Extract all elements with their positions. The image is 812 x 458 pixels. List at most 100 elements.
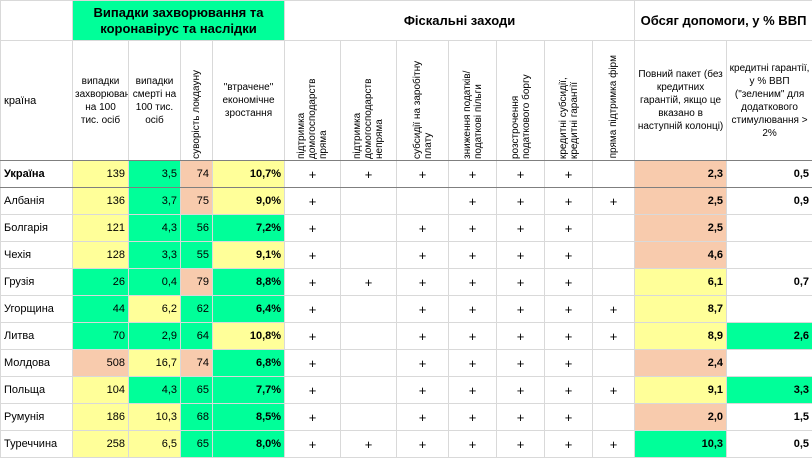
cell-country: Албанія (1, 188, 73, 215)
header-fiscal-2: підтримка домогосподарств непряма (352, 49, 385, 159)
cell-fiscal-7: + (593, 296, 635, 323)
cell-fiscal-5: + (497, 188, 545, 215)
cell-fiscal-6: + (545, 188, 593, 215)
header-lost-growth: "втрачене" економічне зростання (213, 41, 285, 161)
cell-lockdown: 64 (181, 323, 213, 350)
cell-credit-guarantees: 0,5 (727, 431, 812, 458)
cell-lost-growth: 8,8% (213, 269, 285, 296)
cell-fiscal-4: + (449, 242, 497, 269)
cell-credit-guarantees: 0,7 (727, 269, 812, 296)
cell-fiscal-7: + (593, 188, 635, 215)
cell-lockdown: 79 (181, 269, 213, 296)
cell-fiscal-1: + (285, 377, 341, 404)
cell-lockdown: 62 (181, 296, 213, 323)
cell-fiscal-2 (341, 188, 397, 215)
cell-fiscal-3: + (397, 242, 449, 269)
cell-fiscal-1: + (285, 296, 341, 323)
cell-deaths: 3,3 (129, 242, 181, 269)
cell-fiscal-1: + (285, 431, 341, 458)
cell-fiscal-6: + (545, 242, 593, 269)
header-fiscal-1: підтримка домогосподарств пряма (296, 49, 329, 159)
cell-lost-growth: 10,8% (213, 323, 285, 350)
cell-fiscal-3: + (397, 431, 449, 458)
cell-fiscal-5: + (497, 161, 545, 188)
cell-fiscal-7 (593, 242, 635, 269)
cell-fiscal-1: + (285, 350, 341, 377)
cell-country: Молдова (1, 350, 73, 377)
cell-fiscal-4: + (449, 296, 497, 323)
cell-total-package: 10,3 (635, 431, 727, 458)
cell-deaths: 6,2 (129, 296, 181, 323)
cell-total-package: 9,1 (635, 377, 727, 404)
cell-fiscal-6: + (545, 161, 593, 188)
cell-total-package: 2,5 (635, 188, 727, 215)
header-country: країна (1, 41, 73, 161)
header-fiscal-5: розстрочення податкового боргу (510, 49, 532, 159)
cell-lost-growth: 8,0% (213, 431, 285, 458)
cell-fiscal-1: + (285, 323, 341, 350)
cell-credit-guarantees: 3,3 (727, 377, 812, 404)
cell-lockdown: 65 (181, 431, 213, 458)
cell-fiscal-7 (593, 350, 635, 377)
cell-fiscal-5: + (497, 215, 545, 242)
cell-total-package: 4,6 (635, 242, 727, 269)
cell-fiscal-2: + (341, 431, 397, 458)
cell-credit-guarantees: 0,5 (727, 161, 812, 188)
cell-country: Румунія (1, 404, 73, 431)
cell-fiscal-4: + (449, 377, 497, 404)
cell-lost-growth: 9,1% (213, 242, 285, 269)
cell-fiscal-1: + (285, 161, 341, 188)
cell-fiscal-6: + (545, 269, 593, 296)
cell-lost-growth: 10,7% (213, 161, 285, 188)
header-fiscal-4: зниження податків/ податкові пільги (462, 49, 484, 159)
cell-fiscal-3: + (397, 215, 449, 242)
cell-fiscal-7 (593, 161, 635, 188)
cell-fiscal-3: + (397, 323, 449, 350)
cell-fiscal-4: + (449, 431, 497, 458)
cell-country: Угорщина (1, 296, 73, 323)
cell-fiscal-5: + (497, 269, 545, 296)
cell-fiscal-6: + (545, 323, 593, 350)
cell-cases: 70 (73, 323, 129, 350)
cell-fiscal-3: + (397, 377, 449, 404)
cell-lost-growth: 8,5% (213, 404, 285, 431)
cell-fiscal-2 (341, 377, 397, 404)
header-total-package: Повний пакет (без кредитних гарантій, як… (635, 41, 727, 161)
header-deaths: випадки смерті на 100 тис. осіб (129, 41, 181, 161)
cell-lockdown: 68 (181, 404, 213, 431)
header-cases: випадки захворювання на 100 тис. осіб (73, 41, 129, 161)
cell-lockdown: 55 (181, 242, 213, 269)
cell-fiscal-1: + (285, 242, 341, 269)
cell-total-package: 2,3 (635, 161, 727, 188)
cell-fiscal-1: + (285, 215, 341, 242)
cell-fiscal-5: + (497, 377, 545, 404)
cell-fiscal-6: + (545, 377, 593, 404)
cell-fiscal-2 (341, 350, 397, 377)
cell-fiscal-6: + (545, 350, 593, 377)
cell-lost-growth: 9,0% (213, 188, 285, 215)
cell-fiscal-7: + (593, 323, 635, 350)
header-group-fiscal: Фіскальні заходи (285, 1, 635, 41)
cell-total-package: 6,1 (635, 269, 727, 296)
cell-total-package: 8,9 (635, 323, 727, 350)
cell-total-package: 2,0 (635, 404, 727, 431)
cell-lost-growth: 6,8% (213, 350, 285, 377)
cell-country: Польща (1, 377, 73, 404)
cell-fiscal-5: + (497, 350, 545, 377)
cell-cases: 26 (73, 269, 129, 296)
cell-fiscal-7 (593, 215, 635, 242)
cell-fiscal-2 (341, 323, 397, 350)
header-lockdown: суворість локдауну (191, 70, 202, 159)
cell-fiscal-7 (593, 269, 635, 296)
cell-country: Литва (1, 323, 73, 350)
cell-fiscal-2: + (341, 161, 397, 188)
cell-total-package: 2,4 (635, 350, 727, 377)
